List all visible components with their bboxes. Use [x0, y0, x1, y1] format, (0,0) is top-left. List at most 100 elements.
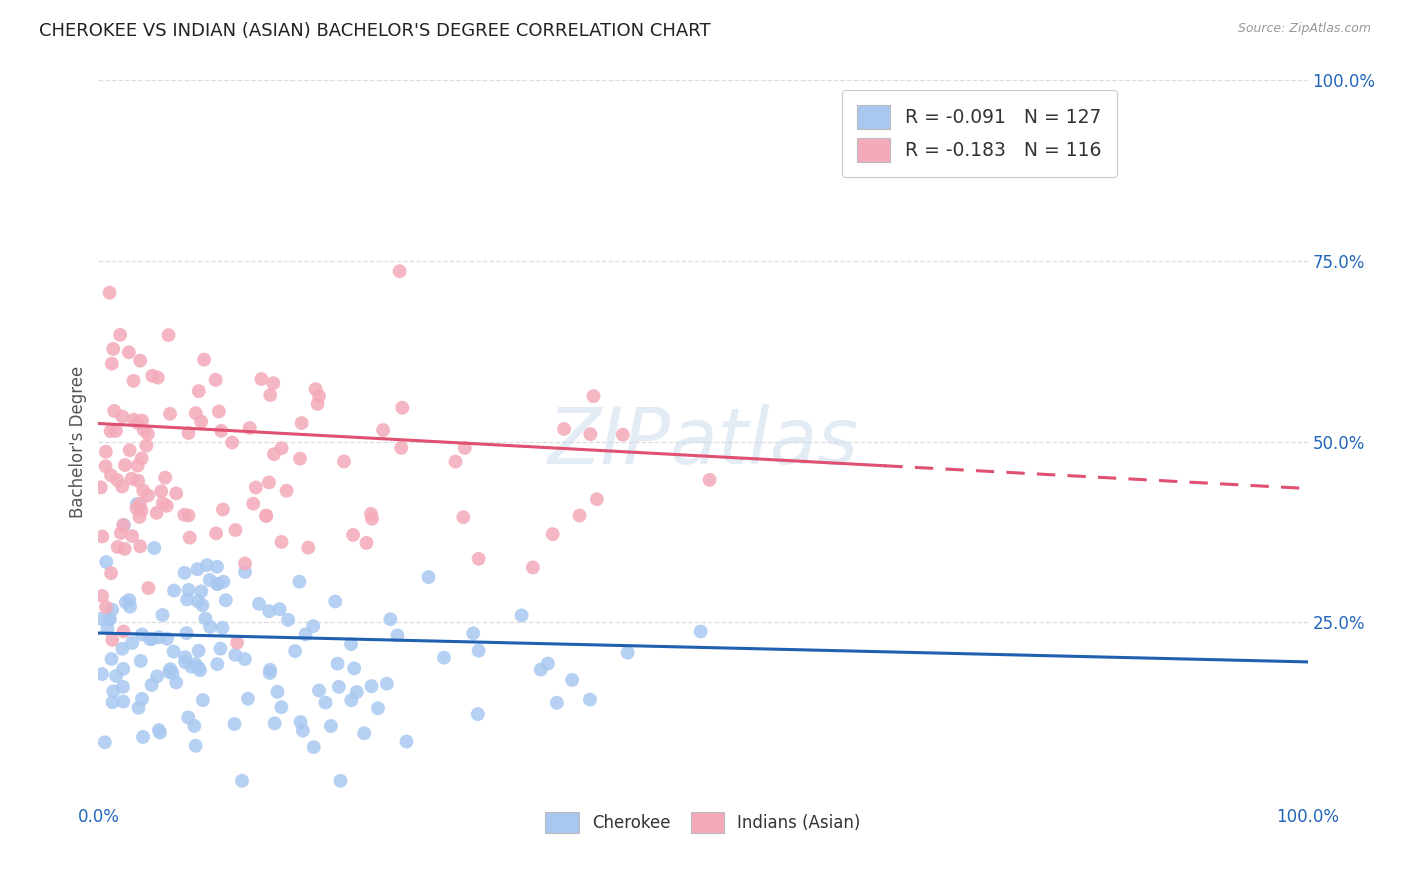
- Point: [224, 523, 246, 537]
- Text: CHEROKEE VS INDIAN (ASIAN) BACHELOR'S DEGREE CORRELATION CHART: CHEROKEE VS INDIAN (ASIAN) BACHELOR'S DE…: [39, 22, 711, 40]
- Point: [319, 719, 342, 733]
- Point: [127, 458, 149, 473]
- Point: [463, 626, 485, 640]
- Point: [522, 560, 544, 574]
- Point: [360, 679, 382, 693]
- Point: [187, 661, 209, 675]
- Point: [207, 577, 229, 591]
- Point: [94, 735, 117, 749]
- Point: [226, 635, 249, 649]
- Point: [288, 574, 311, 589]
- Point: [191, 598, 214, 612]
- Point: [184, 739, 207, 753]
- Point: [205, 526, 228, 541]
- Point: [101, 357, 124, 371]
- Point: [121, 472, 143, 486]
- Point: [209, 641, 232, 656]
- Point: [100, 424, 122, 438]
- Point: [148, 723, 170, 738]
- Point: [245, 480, 267, 494]
- Point: [125, 501, 148, 516]
- Point: [340, 637, 363, 651]
- Point: [389, 441, 412, 455]
- Point: [131, 503, 153, 517]
- Point: [136, 426, 159, 441]
- Point: [165, 675, 187, 690]
- Point: [239, 421, 262, 435]
- Point: [266, 685, 288, 699]
- Point: [132, 483, 155, 498]
- Point: [111, 641, 134, 656]
- Point: [323, 594, 346, 608]
- Point: [180, 659, 202, 673]
- Point: [136, 488, 159, 502]
- Point: [112, 518, 135, 533]
- Point: [127, 416, 149, 430]
- Point: [454, 441, 477, 455]
- Point: [328, 680, 350, 694]
- Point: [96, 555, 118, 569]
- Point: [188, 663, 211, 677]
- Point: [233, 652, 256, 666]
- Point: [233, 557, 256, 571]
- Point: [139, 632, 162, 646]
- Point: [308, 389, 330, 403]
- Point: [186, 562, 208, 576]
- Point: [250, 372, 273, 386]
- Point: [395, 734, 418, 748]
- Point: [340, 693, 363, 707]
- Point: [107, 540, 129, 554]
- Point: [612, 427, 634, 442]
- Point: [129, 539, 152, 553]
- Point: [118, 599, 141, 614]
- Point: [141, 632, 163, 646]
- Point: [91, 529, 114, 543]
- Point: [103, 404, 125, 418]
- Point: [110, 526, 132, 541]
- Point: [242, 497, 264, 511]
- Point: [236, 691, 259, 706]
- Point: [205, 577, 228, 591]
- Point: [159, 662, 181, 676]
- Point: [100, 468, 122, 483]
- Point: [176, 626, 198, 640]
- Point: [308, 683, 330, 698]
- Point: [94, 600, 117, 615]
- Point: [198, 620, 221, 634]
- Point: [103, 684, 125, 698]
- Point: [254, 508, 277, 523]
- Point: [129, 654, 152, 668]
- Point: [177, 425, 200, 440]
- Point: [157, 328, 180, 343]
- Point: [269, 602, 291, 616]
- Point: [112, 662, 135, 676]
- Point: [118, 593, 141, 607]
- Point: [103, 342, 125, 356]
- Point: [212, 574, 235, 589]
- Point: [211, 621, 233, 635]
- Point: [333, 454, 356, 468]
- Point: [221, 435, 243, 450]
- Point: [276, 483, 298, 498]
- Point: [176, 592, 198, 607]
- Point: [294, 627, 316, 641]
- Point: [205, 559, 228, 574]
- Point: [343, 661, 366, 675]
- Point: [125, 497, 148, 511]
- Point: [530, 663, 553, 677]
- Point: [111, 479, 134, 493]
- Point: [270, 441, 292, 455]
- Point: [262, 376, 284, 391]
- Point: [156, 499, 179, 513]
- Point: [193, 352, 215, 367]
- Point: [165, 486, 187, 500]
- Point: [307, 397, 329, 411]
- Point: [302, 740, 325, 755]
- Point: [177, 710, 200, 724]
- Point: [179, 531, 201, 545]
- Point: [111, 409, 134, 424]
- Point: [105, 473, 128, 487]
- Point: [114, 458, 136, 472]
- Point: [174, 650, 197, 665]
- Point: [433, 650, 456, 665]
